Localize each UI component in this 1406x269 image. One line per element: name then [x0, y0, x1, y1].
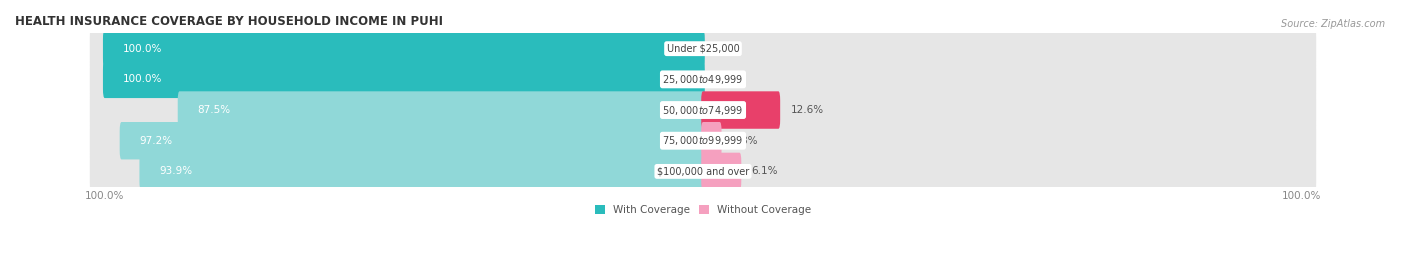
Text: 12.6%: 12.6% — [790, 105, 824, 115]
Text: 0.0%: 0.0% — [716, 74, 741, 84]
Text: 97.2%: 97.2% — [139, 136, 173, 146]
FancyBboxPatch shape — [90, 23, 1316, 75]
Text: $25,000 to $49,999: $25,000 to $49,999 — [662, 73, 744, 86]
FancyBboxPatch shape — [139, 153, 704, 190]
Text: 100.0%: 100.0% — [122, 74, 162, 84]
Text: 0.0%: 0.0% — [716, 44, 741, 54]
FancyBboxPatch shape — [103, 30, 704, 68]
FancyBboxPatch shape — [702, 153, 741, 190]
Text: Under $25,000: Under $25,000 — [666, 44, 740, 54]
FancyBboxPatch shape — [90, 145, 1316, 197]
FancyBboxPatch shape — [120, 122, 704, 160]
Text: $50,000 to $74,999: $50,000 to $74,999 — [662, 104, 744, 116]
FancyBboxPatch shape — [702, 122, 721, 160]
Text: $100,000 and over: $100,000 and over — [657, 167, 749, 176]
Text: 93.9%: 93.9% — [159, 167, 193, 176]
FancyBboxPatch shape — [177, 91, 704, 129]
Text: 6.1%: 6.1% — [751, 167, 778, 176]
Text: HEALTH INSURANCE COVERAGE BY HOUSEHOLD INCOME IN PUHI: HEALTH INSURANCE COVERAGE BY HOUSEHOLD I… — [15, 15, 443, 28]
FancyBboxPatch shape — [90, 84, 1316, 136]
Text: 100.0%: 100.0% — [122, 44, 162, 54]
FancyBboxPatch shape — [103, 61, 704, 98]
Legend: With Coverage, Without Coverage: With Coverage, Without Coverage — [595, 205, 811, 215]
FancyBboxPatch shape — [90, 115, 1316, 167]
FancyBboxPatch shape — [90, 53, 1316, 105]
FancyBboxPatch shape — [702, 91, 780, 129]
Text: Source: ZipAtlas.com: Source: ZipAtlas.com — [1281, 19, 1385, 29]
Text: 2.8%: 2.8% — [731, 136, 758, 146]
Text: $75,000 to $99,999: $75,000 to $99,999 — [662, 134, 744, 147]
Text: 87.5%: 87.5% — [197, 105, 231, 115]
